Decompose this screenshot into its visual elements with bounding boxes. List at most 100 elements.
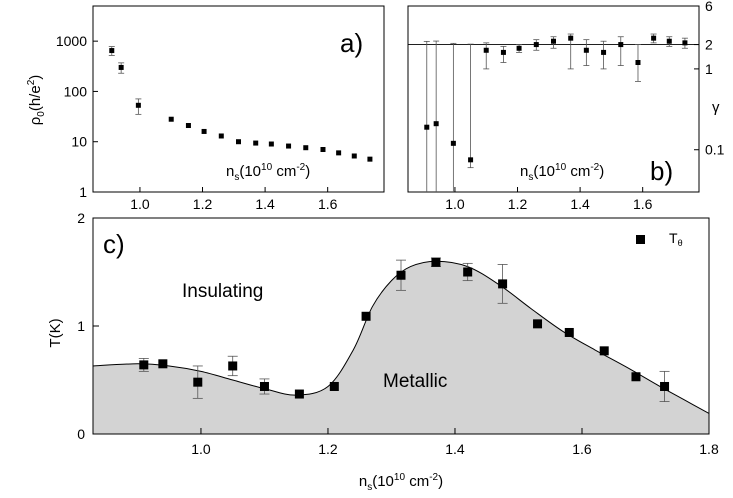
panel-a-point xyxy=(320,147,326,153)
panel-b-point xyxy=(433,121,439,127)
panel-a-point xyxy=(218,133,224,139)
panel-b-x-tick-label: 1.6 xyxy=(633,196,653,212)
panel-b-point xyxy=(424,124,430,130)
panel-b-point xyxy=(601,49,607,55)
panel-b-point xyxy=(618,42,624,48)
panel-c-point xyxy=(259,381,269,391)
panel-c-point xyxy=(139,360,149,370)
panel-b-point xyxy=(551,38,556,44)
panel-b: 1.0 1.2 1.4 1.6 0.1 1 2 6 b) ns(1010 cm-2) γ xyxy=(407,0,725,212)
panel-c-point xyxy=(431,257,441,267)
panel-b-point xyxy=(635,60,641,66)
panel-c-point xyxy=(463,267,473,277)
panel-c-x-tick-label: 1.6 xyxy=(572,441,592,457)
panel-a-point xyxy=(109,48,115,54)
panel-a-point xyxy=(253,140,259,146)
panel-c-point xyxy=(396,270,406,280)
panel-b-points xyxy=(423,33,688,192)
panel-a-points xyxy=(108,46,373,162)
panel-b-x-tick-label: 1.2 xyxy=(508,196,528,212)
panel-c-x-tick-label: 1.2 xyxy=(318,441,338,457)
metallic-region-fill xyxy=(93,261,709,434)
panel-a-point xyxy=(118,64,124,70)
panel-c-x-tick-label: 1.0 xyxy=(191,441,211,457)
panel-b-point xyxy=(533,42,539,48)
panel-b-frame xyxy=(407,5,700,193)
panel-c-y-axis-label: T(K) xyxy=(47,318,64,347)
panel-c-y-tick-label: 0 xyxy=(77,426,85,442)
panel-c-point xyxy=(228,361,238,371)
panel-c-letter: c) xyxy=(103,229,125,259)
panel-b-point xyxy=(583,47,589,53)
panel-c-ticks: 1.0 1.2 1.4 1.6 1.8 0 1 2 xyxy=(77,210,719,457)
panel-a-ticks: 1.0 1.2 1.4 1.6 1 10 100 1000 xyxy=(56,33,338,212)
panel-a-point xyxy=(185,123,191,129)
panel-a-x-tick-label: 1.2 xyxy=(193,196,213,212)
insulating-label: Insulating xyxy=(182,281,263,302)
panel-a-frame xyxy=(92,5,385,193)
panel-c-point xyxy=(631,372,641,382)
panel-a-point xyxy=(135,102,141,108)
panel-c-y-tick-label: 2 xyxy=(77,210,85,226)
panel-c-point xyxy=(564,327,574,337)
panel-a-y-tick-label: 1 xyxy=(79,184,87,200)
panel-b-point xyxy=(568,35,574,41)
panel-c-point xyxy=(361,311,371,321)
panel-c-y-tick-label: 1 xyxy=(77,318,85,334)
panel-c-point xyxy=(498,279,508,289)
panel-c-point xyxy=(193,377,203,387)
panel-a-inner-label: ns(1010 cm-2) xyxy=(226,162,310,183)
legend-marker xyxy=(636,235,645,244)
panel-c-x-tick-label: 1.8 xyxy=(699,441,719,457)
panel-b-y-tick-label: 2 xyxy=(705,37,713,53)
panel-a-y-tick-label: 1000 xyxy=(56,33,87,49)
panel-c-point xyxy=(660,381,670,391)
panel-b-point xyxy=(468,157,474,163)
panel-b-point xyxy=(516,45,522,51)
panel-a-x-tick-label: 1.0 xyxy=(130,196,150,212)
panel-c-x-tick-label: 1.4 xyxy=(445,441,465,457)
panel-b-point xyxy=(666,38,672,44)
panel-b-point xyxy=(483,47,489,53)
panel-c-x-axis-label: ns(1010 cm-2) xyxy=(359,472,443,493)
panel-a-point xyxy=(336,150,342,156)
panel-b-y-axis-label: γ xyxy=(712,99,720,116)
panel-a-point xyxy=(236,139,241,145)
panel-a-point xyxy=(286,143,292,149)
panel-a-point xyxy=(168,116,174,122)
panel-b-point xyxy=(651,35,657,41)
panel-a-point xyxy=(303,145,309,151)
panel-c: 1.0 1.2 1.4 1.6 1.8 0 1 2 c) Insulating Metalli… xyxy=(47,210,719,493)
panel-b-y-tick-label: 0.1 xyxy=(705,142,725,158)
panel-b-point xyxy=(450,140,456,146)
panel-b-ticks: 1.0 1.2 1.4 1.6 0.1 1 2 6 xyxy=(445,0,724,212)
panel-b-inner-label: ns(1010 cm-2) xyxy=(520,162,604,183)
panel-a-point xyxy=(268,141,274,147)
panel-b-point xyxy=(682,40,688,46)
panel-a-point xyxy=(201,128,207,134)
panel-a-y-tick-label: 10 xyxy=(71,134,87,150)
panel-a-y-tick-label: 100 xyxy=(64,83,88,99)
panel-c-point xyxy=(533,319,543,329)
panel-b-y-tick-label: 1 xyxy=(705,61,713,77)
legend-label: Tθ xyxy=(669,230,683,248)
panel-c-point xyxy=(329,381,339,391)
panel-b-letter: b) xyxy=(650,156,673,186)
panel-a-y-axis-label: ρ0(h/e2) xyxy=(26,75,47,126)
panel-c-point xyxy=(294,389,304,399)
panel-c-point xyxy=(599,346,609,356)
panel-c-point xyxy=(158,359,168,369)
panel-a-point xyxy=(367,156,373,162)
panel-b-x-tick-label: 1.4 xyxy=(570,196,590,212)
panel-a-x-tick-label: 1.4 xyxy=(255,196,275,212)
panel-a-letter: a) xyxy=(340,28,363,58)
panel-c-points xyxy=(138,257,670,403)
panel-b-x-tick-label: 1.0 xyxy=(445,196,465,212)
panel-b-point xyxy=(500,49,506,55)
panel-a-x-tick-label: 1.6 xyxy=(318,196,338,212)
panel-a-point xyxy=(351,153,357,159)
metallic-label: Metallic xyxy=(383,371,447,392)
panel-b-y-tick-label: 6 xyxy=(705,0,713,14)
